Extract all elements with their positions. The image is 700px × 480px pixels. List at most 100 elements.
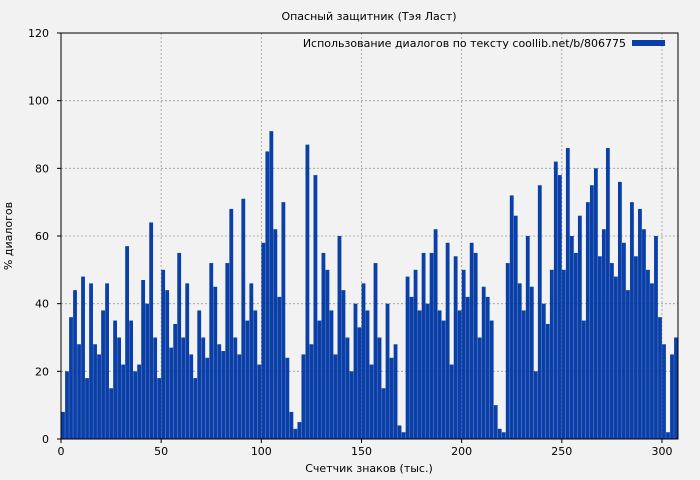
bar xyxy=(125,246,130,439)
bar xyxy=(577,215,582,439)
bar xyxy=(413,269,418,439)
bars xyxy=(61,131,678,440)
bar xyxy=(317,320,322,439)
bar xyxy=(97,354,101,439)
bar xyxy=(549,269,554,439)
bar xyxy=(217,344,222,439)
bar xyxy=(133,371,138,439)
bar xyxy=(73,290,77,439)
bar xyxy=(277,296,282,439)
bar xyxy=(225,263,230,439)
bar xyxy=(545,323,550,439)
bar xyxy=(662,344,666,439)
bar xyxy=(461,269,466,439)
bar xyxy=(193,378,198,439)
bar xyxy=(658,317,662,439)
bar xyxy=(473,252,478,439)
bar xyxy=(437,310,442,439)
bar xyxy=(249,283,254,439)
y-tick-label: 0 xyxy=(42,433,49,446)
bar xyxy=(145,303,150,439)
bar xyxy=(630,202,634,439)
bar xyxy=(69,317,73,439)
grid xyxy=(61,33,678,439)
bar xyxy=(105,283,109,439)
bar xyxy=(369,364,374,439)
bar xyxy=(421,252,426,439)
bar xyxy=(257,364,262,439)
bar xyxy=(618,181,622,439)
bar xyxy=(197,310,202,439)
bar xyxy=(626,290,630,439)
bar xyxy=(153,337,158,439)
bar xyxy=(333,354,338,439)
x-tick-label: 300 xyxy=(651,445,672,458)
bar xyxy=(449,364,454,439)
bar xyxy=(457,310,462,439)
bar xyxy=(501,432,506,439)
bar xyxy=(301,354,306,439)
bar xyxy=(541,303,546,439)
bar xyxy=(614,276,618,439)
bar xyxy=(485,296,490,439)
bar xyxy=(325,269,330,439)
bar xyxy=(601,229,606,439)
bar xyxy=(497,428,502,439)
bar xyxy=(477,337,482,439)
bar xyxy=(453,256,458,439)
bar xyxy=(129,320,134,439)
bar xyxy=(141,279,146,439)
bar xyxy=(365,310,370,439)
bar xyxy=(137,364,142,439)
bar xyxy=(557,175,562,439)
bar xyxy=(605,148,610,439)
bar xyxy=(265,151,270,440)
bar xyxy=(117,337,121,439)
bar xyxy=(533,371,538,439)
bar xyxy=(469,242,474,439)
bar xyxy=(113,320,117,439)
bar xyxy=(561,269,566,439)
x-axis-label: Счетчик знаков (тыс.) xyxy=(305,462,433,475)
bar xyxy=(297,422,302,439)
bar xyxy=(293,428,298,439)
bar xyxy=(417,310,422,439)
bar xyxy=(513,215,518,439)
bar xyxy=(89,283,93,439)
bar xyxy=(493,405,498,439)
y-tick-label: 80 xyxy=(35,162,49,175)
bar xyxy=(465,296,470,439)
bar xyxy=(181,337,186,439)
bar xyxy=(585,202,590,439)
y-axis-label: % диалогов xyxy=(2,202,15,270)
bar xyxy=(233,337,238,439)
bar xyxy=(481,286,486,439)
bar xyxy=(666,432,670,439)
y-tick-label: 40 xyxy=(35,298,49,311)
bar xyxy=(345,337,350,439)
bar xyxy=(373,263,378,439)
bar xyxy=(521,310,526,439)
bar xyxy=(569,236,574,439)
bar xyxy=(273,229,278,439)
bar xyxy=(329,310,334,439)
bar xyxy=(309,344,314,439)
bar xyxy=(149,222,154,439)
bar xyxy=(429,252,434,439)
bar xyxy=(397,425,402,439)
x-tick-label: 100 xyxy=(251,445,272,458)
y-tick-label: 20 xyxy=(35,365,49,378)
bar xyxy=(642,229,646,439)
bar xyxy=(61,411,65,439)
bar xyxy=(209,263,214,439)
bar xyxy=(389,357,394,439)
bar xyxy=(405,276,410,439)
bar xyxy=(253,310,258,439)
bar xyxy=(189,354,194,439)
bar xyxy=(121,364,126,439)
bar xyxy=(650,283,654,439)
bar xyxy=(425,303,430,439)
bar xyxy=(517,283,522,439)
bar xyxy=(177,252,182,439)
bar xyxy=(349,371,354,439)
